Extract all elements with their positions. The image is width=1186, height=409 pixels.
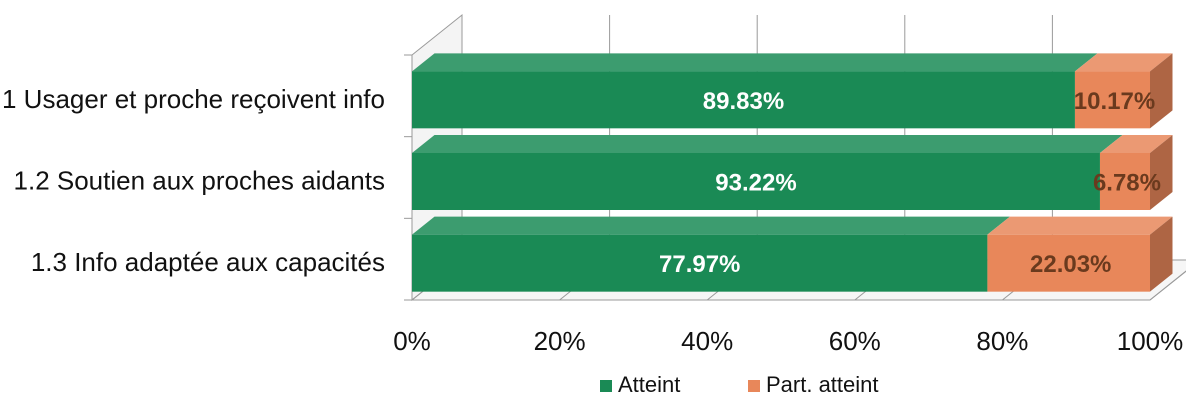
data-label: 77.97% — [659, 251, 740, 278]
floor-gridline — [1149, 270, 1186, 301]
bar-segment-top — [412, 216, 1010, 235]
data-label: 22.03% — [1030, 251, 1111, 278]
chart-legend: Atteint Part. atteint — [600, 372, 879, 397]
bar-segment-side — [1150, 135, 1173, 210]
bar-segment — [1099, 153, 1150, 210]
chart-bars — [412, 53, 1173, 292]
data-label: 6.78% — [1093, 170, 1161, 197]
x-tick-label: 60% — [829, 326, 881, 356]
bar-segment-side — [1150, 53, 1173, 129]
bar-segment-top — [412, 53, 1098, 72]
x-tick-label: 100% — [1117, 326, 1184, 356]
chart-text: 0% 20% 40% 60% 80% 100% 89.83% 10.17% 1.1 Usager… — [0, 84, 1183, 356]
bar-segment-top — [1074, 53, 1173, 72]
x-tick-label: 20% — [534, 326, 586, 356]
bar-segment — [987, 234, 1150, 292]
legend-label: Atteint — [618, 372, 680, 397]
category-label: 1.2 Soutien aux proches aidants — [14, 166, 385, 196]
data-label: 10.17% — [1074, 88, 1155, 115]
bar-segment — [1074, 71, 1150, 129]
x-tick-label: 0% — [393, 326, 431, 356]
legend-label: Part. atteint — [766, 372, 879, 397]
bar-segment-side — [1150, 216, 1173, 292]
bar-segment — [412, 71, 1075, 129]
legend-swatch — [748, 380, 760, 392]
bar-segment-top — [1099, 135, 1173, 153]
category-label: 1.3 Info adaptée aux capacités — [31, 247, 385, 277]
legend-swatch — [600, 380, 612, 392]
x-tick-label: 80% — [976, 326, 1028, 356]
data-label: 89.83% — [703, 88, 784, 115]
x-tick-label: 40% — [681, 326, 733, 356]
bar-segment-top — [987, 216, 1173, 235]
category-label: 1.1 Usager et proche reçoivent info — [0, 84, 385, 114]
data-label: 93.22% — [715, 170, 796, 197]
bar-segment — [412, 234, 988, 292]
bar-segment — [412, 153, 1100, 210]
bar-segment-top — [412, 135, 1123, 153]
